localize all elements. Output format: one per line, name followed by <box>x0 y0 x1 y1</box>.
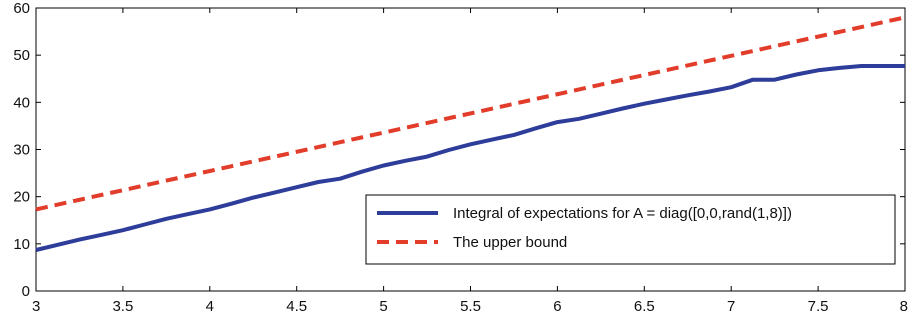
y-tick-label: 50 <box>13 47 30 64</box>
series-layer <box>35 15 906 252</box>
legend-label-series-1: Integral of expectations for A = diag([0… <box>453 205 792 222</box>
expectation-integral-line <box>35 64 905 252</box>
x-axis: 3 3.5 4 4.5 5 5.5 6 6.5 7 7.5 8 <box>32 8 908 315</box>
x-tick-label: 3 <box>32 298 40 315</box>
upper-bound-line <box>35 15 906 212</box>
y-tick-label: 60 <box>13 0 30 17</box>
x-tick-label: 8 <box>900 298 908 315</box>
y-tick-label: 0 <box>22 283 30 300</box>
legend-label-series-2: The upper bound <box>453 234 567 251</box>
x-tick-label: 6.5 <box>634 298 655 315</box>
y-tick-label: 10 <box>13 236 30 253</box>
x-tick-label: 6 <box>553 298 561 315</box>
legend: Integral of expectations for A = diag([0… <box>365 194 896 265</box>
x-tick-label: 3.5 <box>112 298 133 315</box>
x-tick-label: 4 <box>206 298 214 315</box>
x-tick-label: 7.5 <box>808 298 829 315</box>
x-tick-label: 5.5 <box>460 298 481 315</box>
y-tick-label: 30 <box>13 142 30 159</box>
y-tick-label: 40 <box>13 94 30 111</box>
y-axis: 0 10 20 30 40 50 60 <box>13 0 905 300</box>
y-tick-label: 20 <box>13 189 30 206</box>
x-tick-label: 7 <box>727 298 735 315</box>
x-tick-label: 4.5 <box>286 298 307 315</box>
x-tick-label: 5 <box>379 298 387 315</box>
legend-box <box>365 194 896 265</box>
